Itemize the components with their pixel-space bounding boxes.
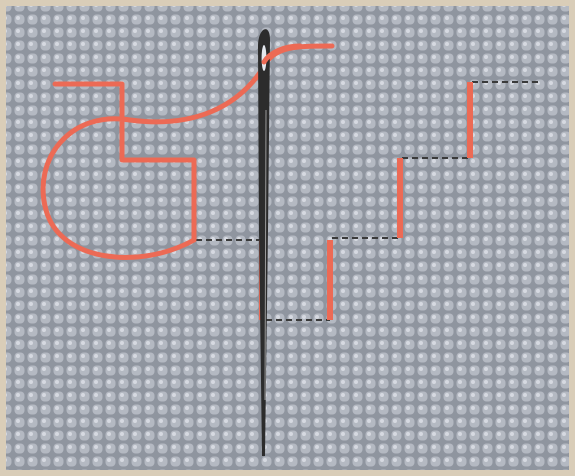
back-stitch-dashes — [196, 81, 540, 321]
thread-through-eye — [261, 43, 303, 65]
canvas-fabric — [6, 6, 569, 470]
